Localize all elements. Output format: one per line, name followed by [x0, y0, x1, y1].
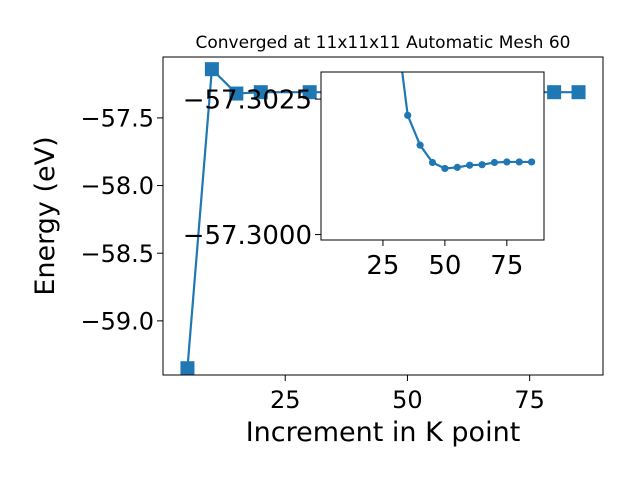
main-x-tick-label: 50	[392, 386, 423, 414]
inset-data-point	[490, 158, 499, 167]
inset-data-point	[404, 111, 412, 119]
inset-x-tick-label: 75	[490, 251, 523, 281]
inset-tick-layer: 25 50 75 −57.3000 −57.3025	[183, 85, 524, 281]
main-y-tick-label: −58.0	[80, 172, 154, 200]
main-x-tick-label: 25	[270, 386, 301, 414]
main-y-tick-label: −59.0	[80, 308, 154, 336]
x-axis-label: Increment in K point	[246, 417, 521, 448]
inset-axes-frame	[320, 71, 545, 241]
y-axis-label: Energy (eV)	[30, 136, 61, 295]
main-data-point	[571, 85, 586, 100]
inset-data-point	[441, 164, 449, 173]
inset-data-point	[416, 141, 424, 149]
main-y-tick-label: −58.5	[80, 240, 154, 268]
inset-x-tick-label: 25	[366, 251, 399, 281]
main-data-point	[302, 85, 317, 100]
inset-data-point	[478, 161, 486, 169]
inset-plot-area	[401, 72, 536, 173]
main-tick-layer: 25 50 75 −59.0 −58.5 −58.0 −57.5	[80, 105, 544, 414]
inset-x-tick-label: 50	[428, 251, 461, 281]
inset-y-tick-label: −57.3000	[183, 221, 312, 251]
inset-data-point	[503, 158, 511, 166]
main-data-point	[547, 85, 562, 100]
main-data-point	[180, 361, 195, 375]
inset-background	[321, 72, 544, 240]
main-data-point	[204, 62, 219, 77]
main-data-point	[229, 86, 244, 101]
inset-data-point	[528, 158, 536, 166]
main-x-tick-label: 75	[514, 386, 545, 414]
chart-title: Converged at 11x11x11 Automatic Mesh 60	[196, 33, 571, 53]
main-plot-area	[180, 62, 586, 375]
inset-data-point	[466, 161, 474, 169]
inset-data-point	[453, 163, 461, 171]
main-y-tick-label: −57.5	[80, 105, 154, 133]
main-data-point	[253, 85, 268, 100]
inset-y-tick-label: −57.3025	[183, 85, 312, 115]
main-axes-frame	[162, 56, 604, 376]
inset-data-point	[515, 158, 523, 166]
inset-data-point	[428, 158, 437, 167]
